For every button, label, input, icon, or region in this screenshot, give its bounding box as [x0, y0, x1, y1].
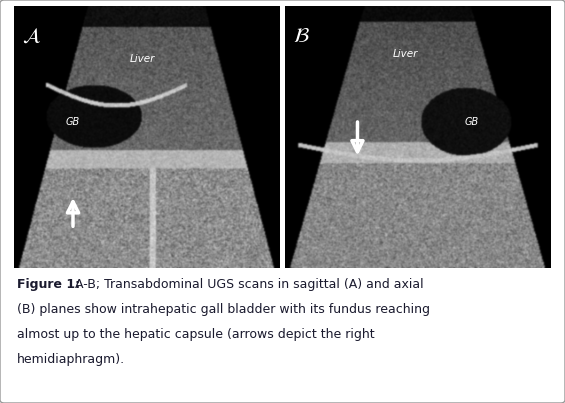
Text: A-B; Transabdominal UGS scans in sagittal (A) and axial: A-B; Transabdominal UGS scans in sagitta…: [71, 278, 423, 291]
Text: hemidiaphragm).: hemidiaphragm).: [17, 353, 125, 366]
Text: Liver: Liver: [393, 49, 418, 58]
Text: Figure 1:: Figure 1:: [17, 278, 80, 291]
Text: $\mathcal{A}$: $\mathcal{A}$: [21, 26, 41, 46]
Text: Liver: Liver: [129, 54, 155, 64]
Text: almost up to the hepatic capsule (arrows depict the right: almost up to the hepatic capsule (arrows…: [17, 328, 375, 341]
Text: $\mathcal{B}$: $\mathcal{B}$: [293, 26, 310, 46]
Text: GB: GB: [464, 117, 479, 127]
Text: GB: GB: [66, 117, 80, 127]
Text: (B) planes show intrahepatic gall bladder with its fundus reaching: (B) planes show intrahepatic gall bladde…: [17, 303, 430, 316]
